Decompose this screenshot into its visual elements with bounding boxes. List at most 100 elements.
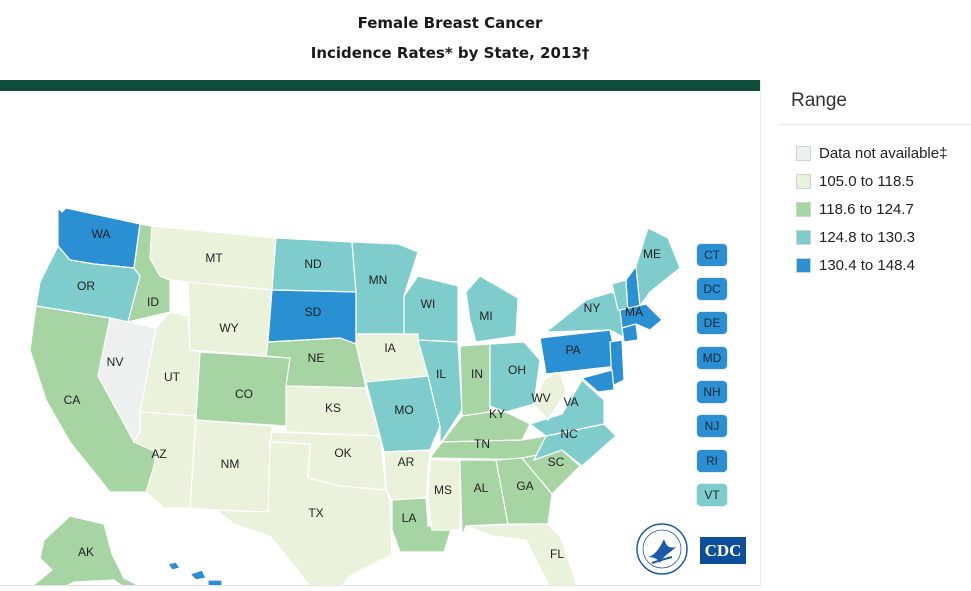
map-header-bar xyxy=(0,80,760,91)
state-label-VA: VA xyxy=(563,395,578,409)
small-state-NH[interactable]: NH xyxy=(697,381,727,403)
small-state-label: DC xyxy=(703,282,721,296)
small-state-label: DE xyxy=(703,316,721,330)
state-GA xyxy=(495,457,553,525)
state-WY xyxy=(187,281,273,357)
hhs-eagle-seal-icon xyxy=(636,523,688,575)
state-shapes xyxy=(29,206,681,585)
state-label-GA: GA xyxy=(516,479,533,493)
legend-swatch xyxy=(796,145,811,161)
title-line-1: Female Breast Cancer xyxy=(357,14,543,32)
state-label-IL: IL xyxy=(436,367,446,381)
legend-swatch xyxy=(796,201,811,217)
state-label-CO: CO xyxy=(235,387,253,401)
legend: Range Data not available‡ 105.0 to 118.5… xyxy=(778,84,971,279)
state-label-TX: TX xyxy=(308,506,323,520)
small-state-NJ[interactable]: NJ xyxy=(697,415,727,437)
legend-label: Data not available‡ xyxy=(819,144,948,162)
state-label-LA: LA xyxy=(402,511,417,525)
legend-swatch xyxy=(796,229,811,245)
state-label-KS: KS xyxy=(325,401,341,415)
small-state-label: CT xyxy=(704,248,720,262)
legend-label: 105.0 to 118.5 xyxy=(819,172,914,190)
state-label-ND: ND xyxy=(304,257,322,271)
state-label-NY: NY xyxy=(584,301,601,315)
state-label-AL: AL xyxy=(474,481,489,495)
state-label-OH: OH xyxy=(508,363,526,377)
us-choropleth-map: WA OR CA NV ID MT WY UT AZ CO NM ND SD NE KS OK TX MN IA MO… xyxy=(29,206,681,585)
state-label-KY: KY xyxy=(489,407,505,421)
state-label-FL: FL xyxy=(550,547,564,561)
state-label-AK: AK xyxy=(78,545,94,559)
state-label-CA: CA xyxy=(64,393,81,407)
legend-swatch xyxy=(796,257,811,273)
legend-list: Data not available‡ 105.0 to 118.5 118.6… xyxy=(778,125,971,279)
legend-item-range-3: 124.8 to 130.3 xyxy=(796,223,971,251)
small-state-VT[interactable]: VT xyxy=(697,484,727,506)
state-label-OR: OR xyxy=(77,279,95,293)
state-label-AZ: AZ xyxy=(151,447,166,461)
legend-label: 130.4 to 148.4 xyxy=(819,256,915,274)
legend-label: 124.8 to 130.3 xyxy=(819,228,915,246)
state-label-SC: SC xyxy=(548,455,565,469)
state-LA xyxy=(391,497,453,553)
legend-label: 118.6 to 124.7 xyxy=(819,200,914,218)
state-label-MA: MA xyxy=(625,305,643,319)
state-WV xyxy=(533,369,567,421)
state-label-NM: NM xyxy=(221,457,240,471)
state-label-MN: MN xyxy=(369,273,388,287)
state-label-TN: TN xyxy=(474,437,490,451)
small-state-label: NJ xyxy=(704,419,720,433)
state-MS xyxy=(427,459,461,531)
small-state-DE[interactable]: DE xyxy=(697,312,727,334)
title-line-2: Incidence Rates* by State, 2013† xyxy=(310,44,590,62)
state-label-MO: MO xyxy=(394,403,413,417)
state-HI xyxy=(167,561,223,585)
legend-item-na: Data not available‡ xyxy=(796,139,971,167)
state-label-NV: NV xyxy=(107,355,124,369)
small-state-label: MD xyxy=(702,351,722,365)
state-label-MI: MI xyxy=(479,309,492,323)
state-label-MT: MT xyxy=(205,251,223,265)
state-label-ID: ID xyxy=(147,295,159,309)
state-label-NE: NE xyxy=(308,351,325,365)
legend-item-range-4: 130.4 to 148.4 xyxy=(796,251,971,279)
small-state-label: VT xyxy=(704,488,720,502)
map-title: Female Breast Cancer Incidence Rates* by… xyxy=(0,8,900,68)
state-label-PA: PA xyxy=(565,343,580,357)
state-MI xyxy=(465,275,519,343)
state-ME xyxy=(635,227,681,308)
small-state-MD[interactable]: MD xyxy=(697,347,727,369)
state-label-WI: WI xyxy=(421,297,436,311)
state-label-UT: UT xyxy=(164,370,181,384)
small-state-label: NH xyxy=(703,385,721,399)
legend-swatch xyxy=(796,173,811,189)
state-label-SD: SD xyxy=(305,305,322,319)
state-AK xyxy=(32,515,139,585)
state-label-OK: OK xyxy=(334,446,351,460)
state-MD xyxy=(580,369,615,393)
small-state-label: RI xyxy=(706,454,718,468)
legend-title: Range xyxy=(778,84,971,125)
state-label-MS: MS xyxy=(434,483,452,497)
state-label-NC: NC xyxy=(560,427,578,441)
small-state-CT[interactable]: CT xyxy=(697,244,727,266)
legend-item-range-2: 118.6 to 124.7 xyxy=(796,195,971,223)
small-state-DC[interactable]: DC xyxy=(697,278,727,300)
state-CT xyxy=(621,323,639,343)
state-label-AR: AR xyxy=(398,455,415,469)
state-VA xyxy=(528,379,605,437)
state-label-WY: WY xyxy=(219,321,238,335)
state-FL xyxy=(465,523,578,585)
state-labels: WA OR CA NV ID MT WY UT AZ CO NM ND SD NE KS OK TX MN IA MO… xyxy=(64,227,661,561)
state-label-WV: WV xyxy=(531,391,550,405)
state-label-IA: IA xyxy=(384,341,395,355)
state-label-ME: ME xyxy=(643,247,661,261)
state-TX xyxy=(214,441,393,585)
state-label-IN: IN xyxy=(471,367,483,381)
cdc-logo: CDC xyxy=(700,537,746,564)
map-panel: WA OR CA NV ID MT WY UT AZ CO NM ND SD NE KS OK TX MN IA MO… xyxy=(0,80,761,586)
small-state-RI[interactable]: RI xyxy=(697,450,727,472)
legend-item-range-1: 105.0 to 118.5 xyxy=(796,167,971,195)
state-label-WA: WA xyxy=(92,227,111,241)
